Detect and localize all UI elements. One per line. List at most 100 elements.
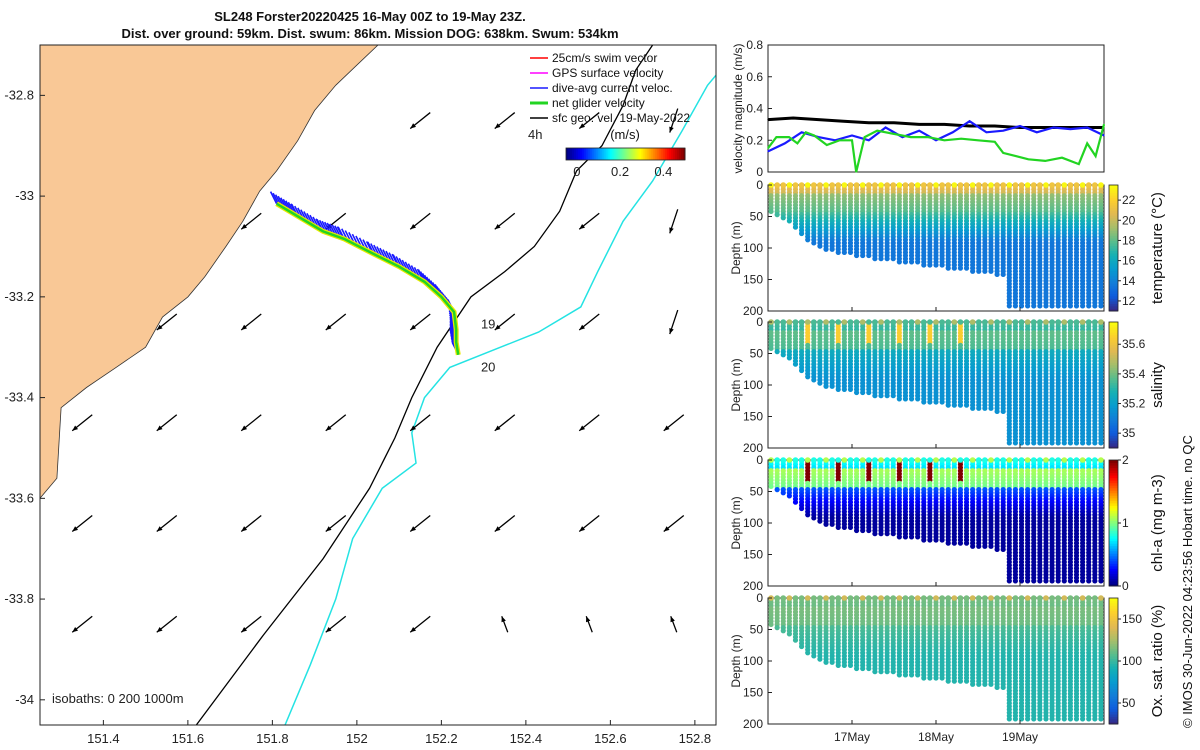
geo-velocity-field: [71, 108, 685, 633]
section-surface-dot: [817, 182, 823, 188]
section-surface-dot: [957, 457, 964, 463]
section-surface-dot: [1012, 182, 1019, 188]
timeseries-point: [801, 131, 803, 133]
section-sample-dot: [1012, 303, 1019, 309]
section-surface-dot: [847, 457, 854, 463]
timeseries-point: [1002, 130, 1004, 132]
section-sample-dot: [1073, 303, 1080, 309]
geo-velocity-arrowhead: [410, 123, 417, 129]
section-surface-dot: [798, 319, 805, 325]
section-sample-dot: [957, 265, 964, 271]
section-colorbar-cell: [1109, 283, 1118, 287]
section-surface-dot: [969, 182, 976, 188]
geo-velocity-arrowhead: [410, 626, 417, 633]
map-ytick-label: -33.4: [4, 390, 34, 405]
section-sample-dot: [957, 540, 964, 546]
colorbar-cell: [607, 148, 611, 160]
map-xtick-label: 152.4: [510, 731, 543, 746]
timeseries-point: [901, 136, 904, 138]
section-surface-dot: [1018, 182, 1025, 188]
section-sample-dot: [1031, 303, 1037, 309]
section-colorbar-cell: [1109, 322, 1118, 326]
section-sample-dot: [1049, 440, 1055, 446]
timeseries-point: [767, 119, 769, 121]
colorbar-cell: [659, 148, 662, 160]
section-sample-dot: [1086, 440, 1092, 446]
section-surface-dot: [957, 182, 964, 188]
timeseries-point: [792, 117, 794, 119]
section-colorbar-label: temperature (°C): [1149, 192, 1166, 304]
section-surface-dot: [975, 182, 982, 188]
section-surface-dot: [920, 319, 927, 325]
section-surface-dot: [1055, 457, 1061, 463]
section-colorbar-cell: [1109, 217, 1118, 221]
colorbar-cell: [661, 148, 664, 160]
timeseries-point: [1015, 155, 1017, 157]
section-sample-dot: [939, 399, 945, 405]
section-sample-dot: [853, 527, 860, 534]
section-surface-dot: [1049, 457, 1055, 463]
geo-velocity-arrowhead: [579, 425, 586, 431]
section-colorbar-cell: [1109, 207, 1118, 211]
colorbar-cell: [641, 148, 644, 160]
section-sample-dot: [866, 252, 872, 259]
geo-velocity-arrowhead: [410, 324, 417, 331]
section-surface-dot: [982, 457, 988, 463]
colorbar-cell: [635, 148, 638, 160]
section-profile-dots: [768, 319, 1104, 446]
section-sample-dot: [872, 393, 878, 399]
section-sample-dot: [988, 405, 994, 411]
section-colorbar-cell: [1109, 290, 1118, 294]
section-surface-dot: [988, 457, 994, 463]
figure-title-line2: Dist. over ground: 59km. Dist. swum: 86k…: [121, 26, 618, 41]
section-sample-dot: [1080, 440, 1086, 446]
geo-velocity-arrowhead: [494, 425, 501, 431]
map-ytick-label: -33.6: [4, 490, 34, 505]
geo-velocity-arrowhead: [156, 425, 163, 431]
section-ytick-label: 100: [743, 241, 763, 255]
timeseries-point: [775, 136, 778, 138]
section-sample-dot: [976, 405, 982, 411]
section-colorbar-cell: [1109, 242, 1118, 246]
geo-velocity-arrowhead: [325, 626, 332, 633]
colorbar-cell: [645, 148, 648, 160]
section-colorbar-cell: [1109, 187, 1118, 191]
section-colorbar-cell: [1109, 285, 1118, 289]
section-colorbar-frame: [1108, 184, 1119, 312]
colorbar-cell: [603, 148, 607, 160]
section-colorbar-cell: [1109, 210, 1118, 214]
section-sample-dot: [1037, 578, 1043, 584]
section-colorbar-cell: [1109, 295, 1118, 299]
section-ytick-label: 150: [743, 273, 763, 287]
section-surface-dot: [933, 319, 939, 325]
section-surface-dot: [792, 182, 799, 188]
section-surface-dot: [1024, 182, 1031, 188]
colorbar-cell: [567, 148, 571, 160]
section-surface-dot: [1024, 319, 1031, 325]
section-surface-dot: [914, 182, 921, 188]
timeseries-point: [1086, 126, 1088, 129]
timeseries-point: [943, 139, 946, 141]
section-surface-dot: [988, 319, 994, 325]
colorbar-cell: [581, 148, 585, 160]
section-ytick-label: 150: [743, 410, 763, 424]
colorbar-cell: [566, 148, 569, 160]
section-sample-dot: [1025, 440, 1031, 446]
section-surface-dot: [1073, 319, 1080, 325]
section-colorbar-cell: [1109, 197, 1118, 201]
section-sample-dot: [957, 402, 964, 408]
section-surface-dot: [884, 182, 890, 188]
section-sample-dot: [933, 262, 939, 268]
timeseries-point: [1078, 163, 1080, 165]
geo-velocity-arrowhead: [72, 425, 79, 431]
section-surface-dot: [963, 182, 970, 188]
section-surface-dot: [902, 457, 909, 463]
section-sample-dot: [915, 259, 921, 265]
section-colorbar-cell: [1109, 308, 1118, 312]
section-surface-dot: [1098, 319, 1104, 325]
colorbar-cell: [637, 148, 640, 160]
section-surface-dot: [902, 182, 909, 188]
legend-time-step: 4h: [528, 127, 542, 142]
section-colorbar-cell: [1109, 215, 1118, 219]
section-surface-dot: [945, 457, 952, 463]
